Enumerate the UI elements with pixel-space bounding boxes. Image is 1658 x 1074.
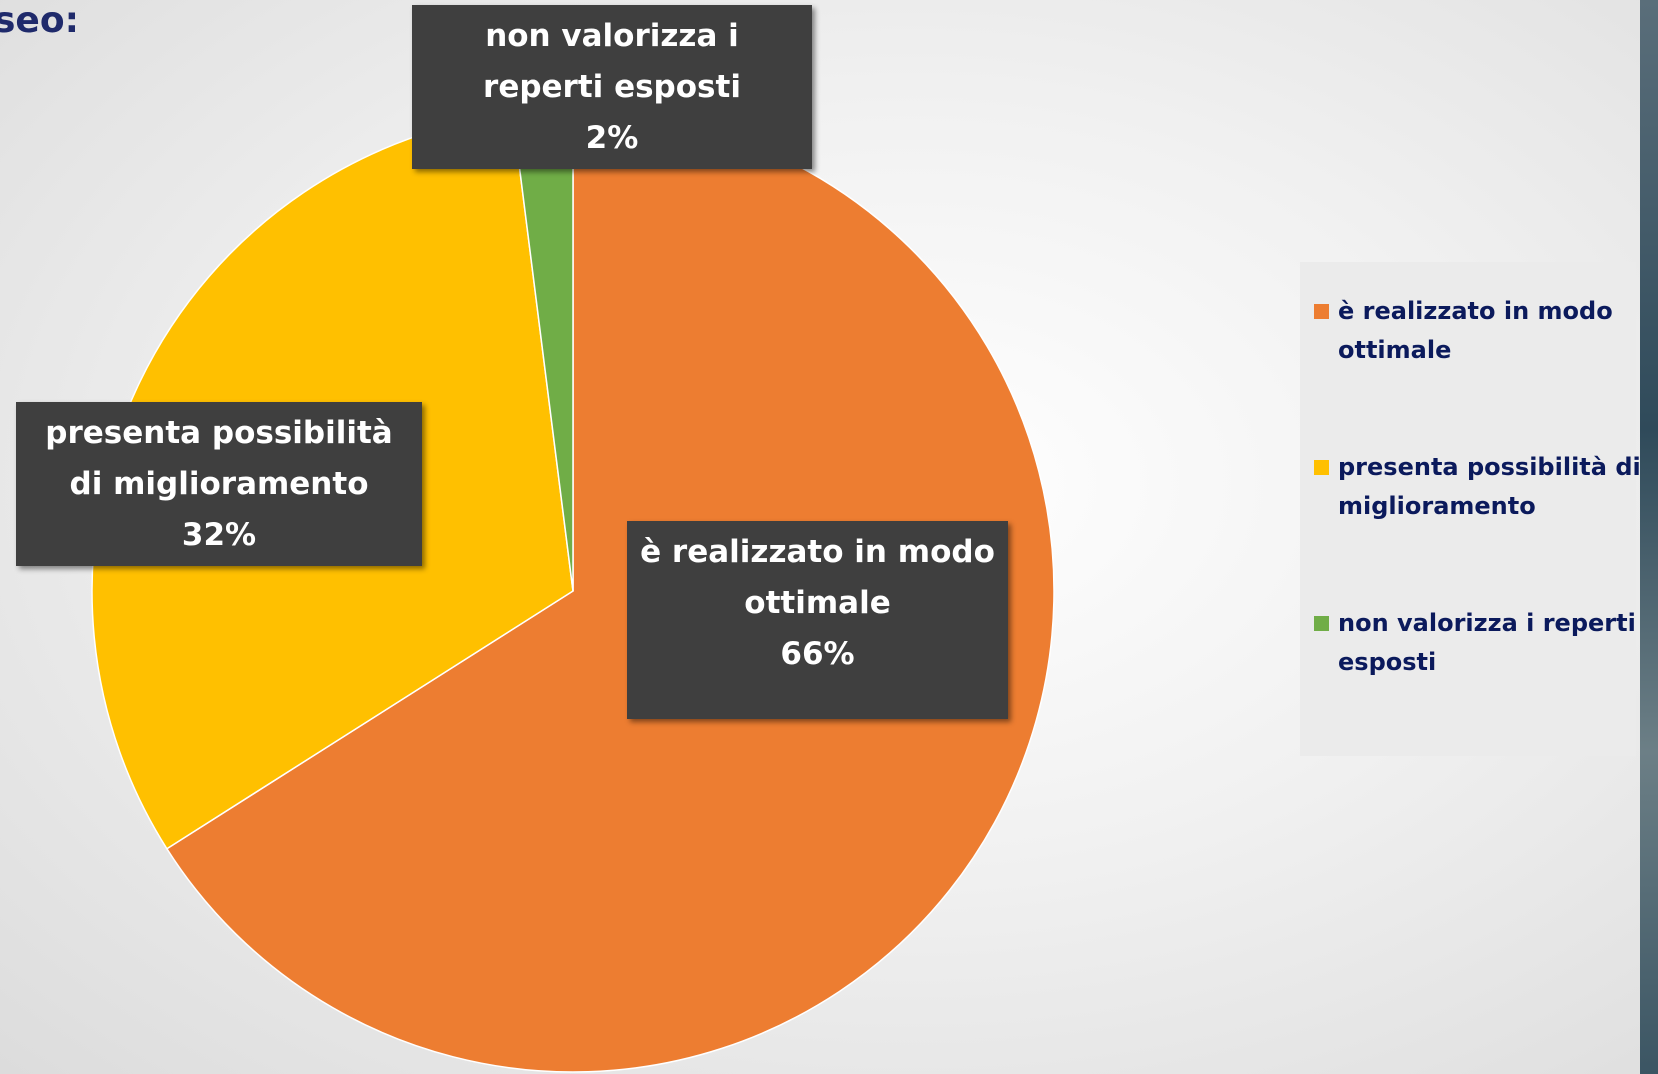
data-label-value: 2% [420,113,804,164]
data-label-category: presenta possibilità di miglioramento [24,408,414,510]
data-label-category: è realizzato in modo ottimale [635,527,1000,629]
data-label-value: 66% [635,629,1000,680]
decoration [1640,0,1658,1074]
legend-item: non valorizza i reperti esposti [1314,604,1648,682]
legend-label: è realizzato in modo ottimale [1338,297,1613,364]
data-label-category: non valorizza i reperti esposti [420,11,804,113]
legend-swatch [1314,616,1329,631]
legend-swatch [1314,304,1329,319]
data-label-value: 32% [24,510,414,561]
legend-item: è realizzato in modo ottimale [1314,292,1648,370]
legend-swatch [1314,460,1329,475]
legend-label: presenta possibilità di miglioramento [1338,453,1641,520]
legend-label: non valorizza i reperti esposti [1338,609,1636,676]
legend-item: presenta possibilità di miglioramento [1314,448,1648,526]
slide: seo: è realizzato in modo ottimalepresen… [0,0,1658,1074]
